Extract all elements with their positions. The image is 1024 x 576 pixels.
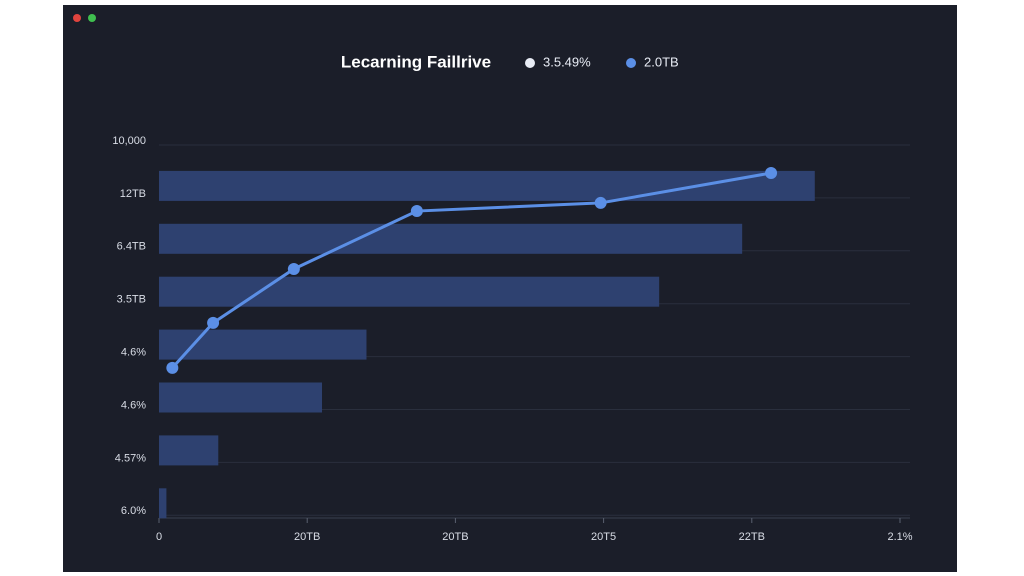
x-tick-label: 2.1% (887, 531, 912, 543)
bar (159, 170, 815, 201)
line (171, 171, 772, 369)
y-category-label: 4.6% (121, 347, 146, 359)
y-category-label: 3.5TB (117, 294, 146, 306)
line-point (594, 196, 607, 209)
bar (159, 435, 219, 466)
y-category-label: 6.4TB (117, 241, 146, 253)
x-tick-label: 0 (156, 531, 162, 543)
line-point (765, 167, 778, 180)
y-category-label: 12TB (120, 188, 146, 200)
line-point (287, 262, 300, 275)
x-tick-label: 20T5 (591, 531, 616, 543)
chart-title: Lecarning Faillrive (341, 52, 491, 71)
y-category-label: 6.0% (121, 505, 146, 517)
y-category-label: 4.6% (121, 399, 146, 411)
line-point (410, 205, 423, 218)
x-tick-label: 20TB (294, 531, 320, 543)
bar (159, 382, 323, 413)
legend-label: 2.0TB (644, 54, 679, 69)
bar (159, 276, 660, 307)
legend-marker (525, 58, 535, 68)
line-point (207, 316, 220, 329)
line-point (166, 361, 179, 374)
legend-label: 3.5.49% (543, 54, 591, 69)
bar (159, 488, 167, 519)
x-tick-label: 22TB (739, 531, 765, 543)
y-category-label: 4.57% (115, 452, 146, 464)
close-button[interactable] (73, 14, 81, 22)
bar (159, 329, 367, 360)
y-category-label: 10,000 (112, 135, 146, 147)
bar (159, 223, 743, 254)
maximize-button[interactable] (88, 14, 96, 22)
legend-marker (626, 58, 636, 68)
x-tick-label: 20TB (442, 531, 468, 543)
